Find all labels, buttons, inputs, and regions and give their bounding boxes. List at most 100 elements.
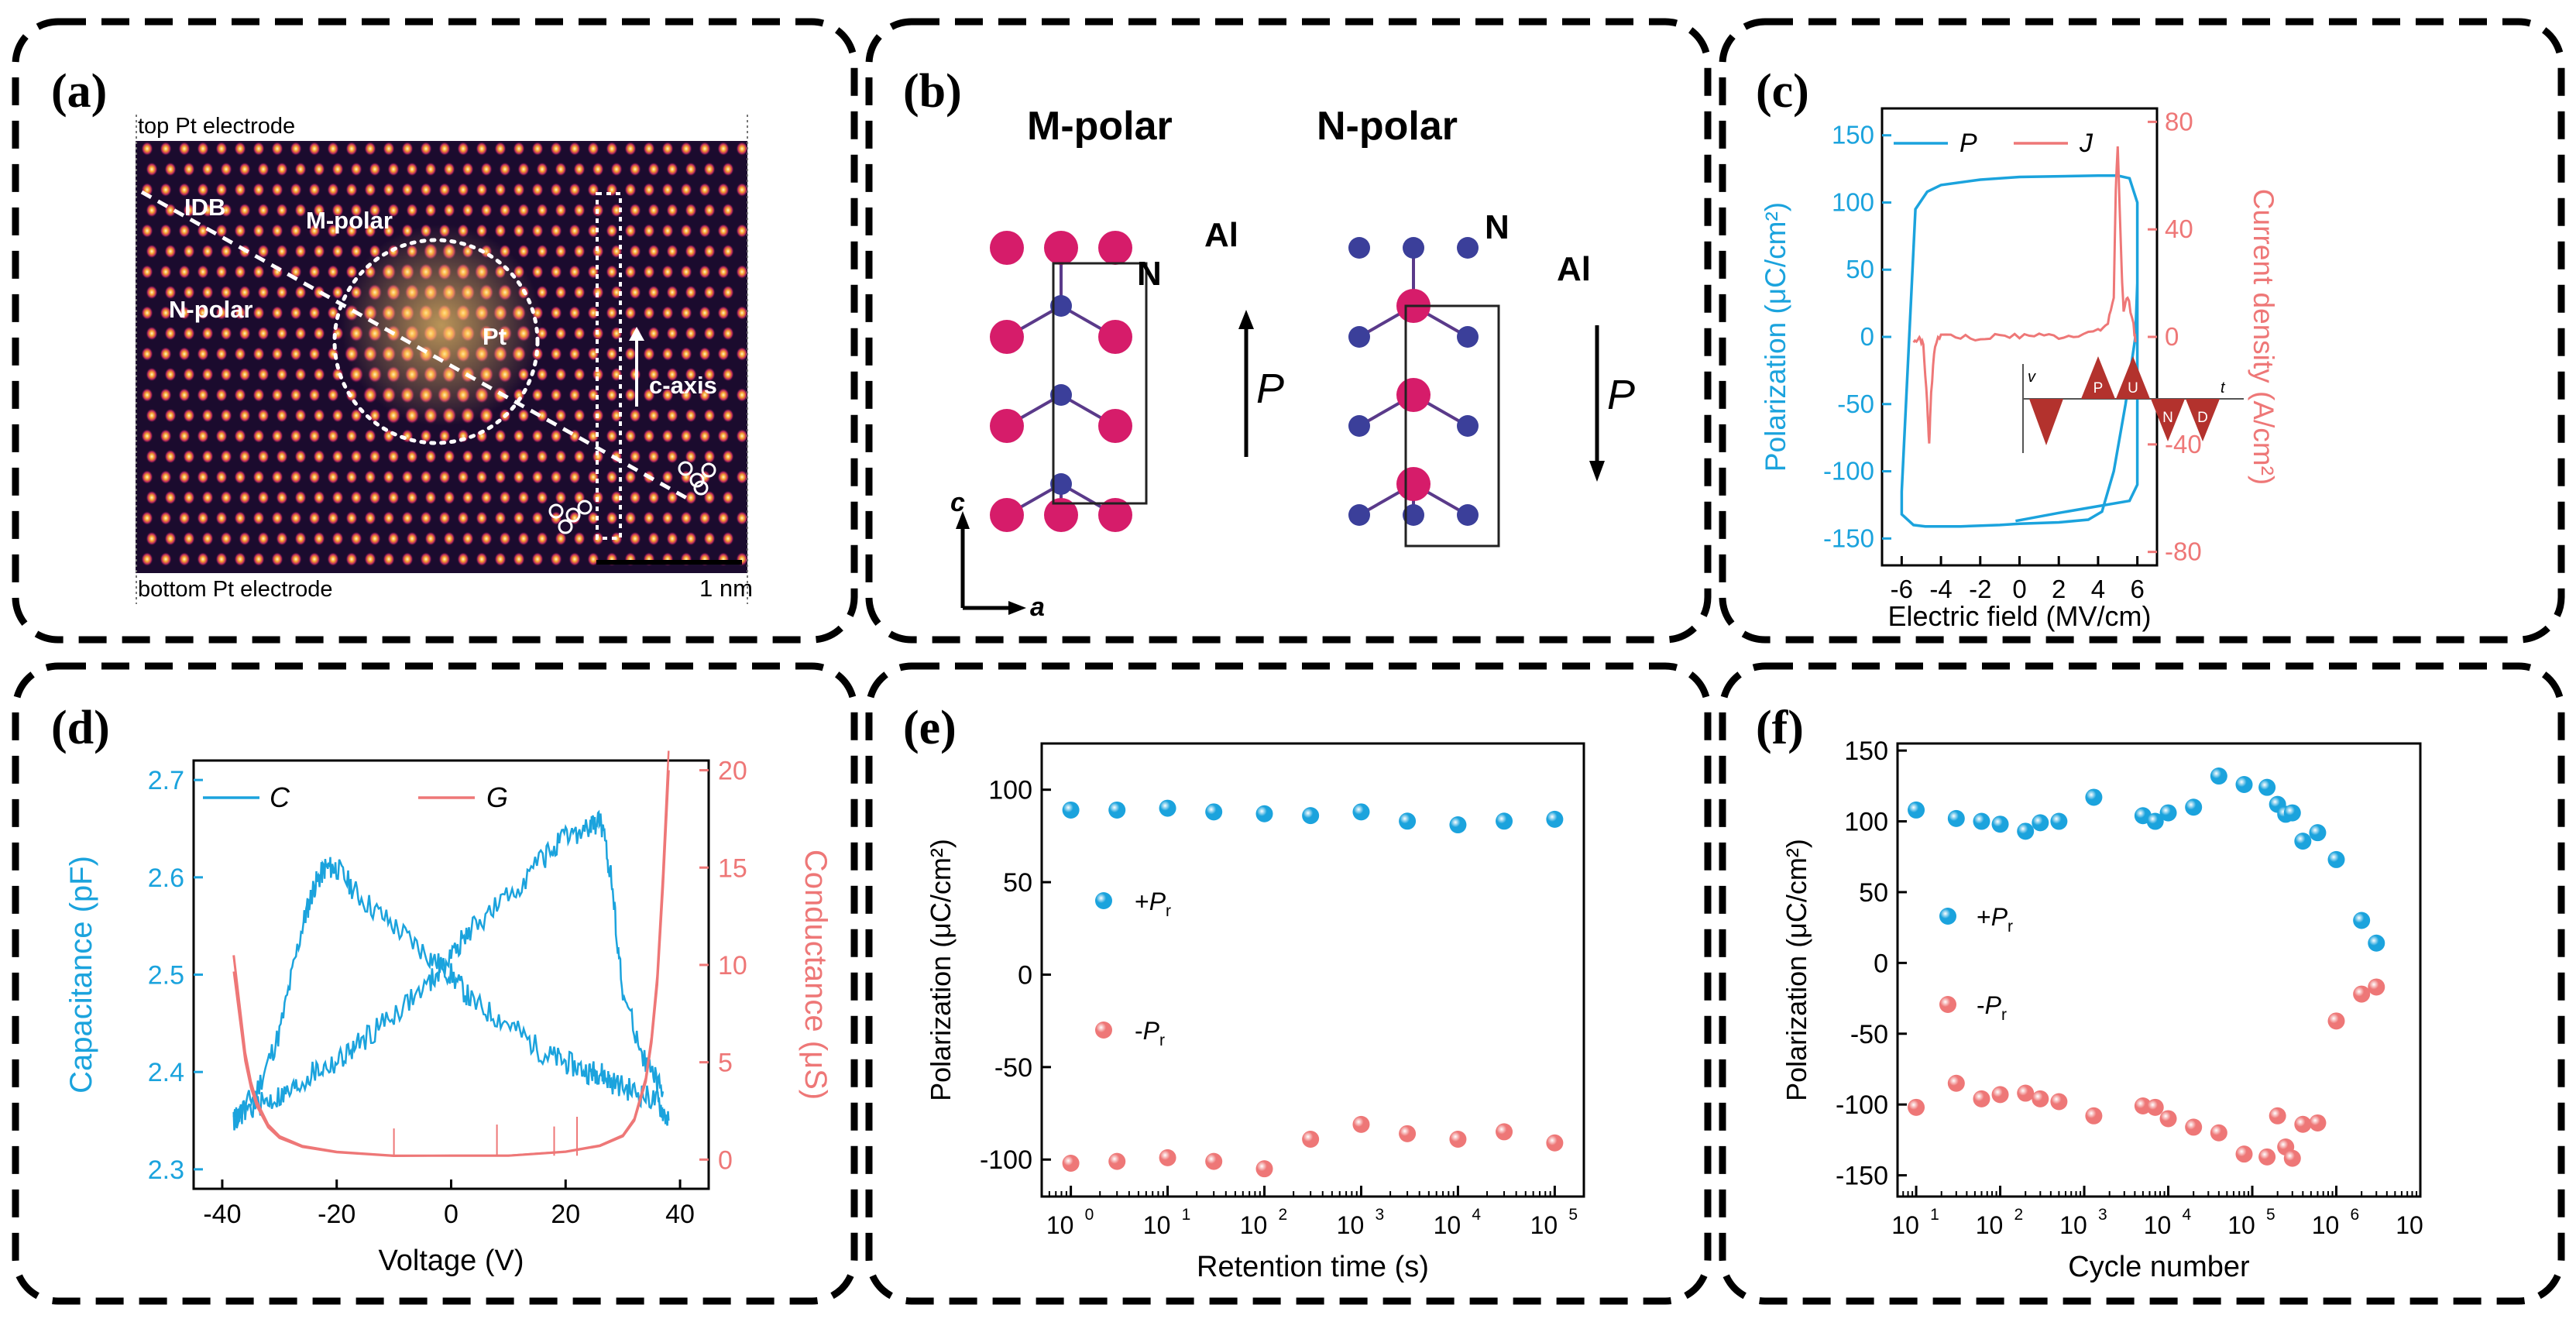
x-tick-label: 2 <box>2052 575 2066 603</box>
atom-column <box>234 552 246 566</box>
y2-tick-label: 0 <box>718 1145 733 1175</box>
pos-pr-point <box>2146 812 2164 830</box>
atom-column <box>276 449 288 464</box>
atom-column <box>499 449 511 464</box>
atom-column <box>610 490 623 505</box>
x-tick-exponent: 1 <box>1930 1206 1939 1224</box>
atom-column <box>647 367 660 382</box>
atom-column <box>555 244 567 259</box>
series-g-line <box>232 750 670 1157</box>
atom-column <box>197 224 209 238</box>
p-label-m: P <box>1256 366 1284 412</box>
x-tick-label: 6 <box>2130 575 2144 603</box>
inset-pulse-label: U <box>2128 380 2138 397</box>
atom-column <box>480 531 493 546</box>
n-atom <box>1050 295 1072 317</box>
inset-pulse-pre <box>2029 399 2063 445</box>
x-tick-label: 40 <box>665 1200 695 1229</box>
atom-column <box>290 183 302 197</box>
atom-column <box>146 244 158 259</box>
atom-column <box>480 162 493 177</box>
al-atom <box>1396 378 1431 412</box>
atom-column <box>215 224 228 238</box>
atom-column <box>592 367 604 382</box>
atom-column <box>647 162 660 177</box>
atom-column <box>294 162 307 177</box>
pos-pr-point <box>2050 812 2068 830</box>
x-tick-label: 10 <box>1530 1211 1558 1239</box>
y-tick-label: 0 <box>1018 960 1032 990</box>
atom-column <box>183 244 195 259</box>
atom-column <box>401 183 414 197</box>
x-tick-exponent: 2 <box>2014 1206 2024 1224</box>
atom-column <box>201 203 214 218</box>
atom-column <box>178 470 191 484</box>
atom-column <box>164 162 177 177</box>
atom-column <box>215 388 228 402</box>
y-tick-label: 150 <box>1832 121 1874 149</box>
atom-column <box>629 285 641 300</box>
atom-column <box>661 429 674 443</box>
atom-column <box>401 511 414 525</box>
atom-column <box>239 162 251 177</box>
atom-column <box>160 552 172 566</box>
neg-pr-point <box>2185 1118 2203 1136</box>
atom-column <box>308 306 321 320</box>
pos-pr-point <box>1947 809 1965 827</box>
y-tick-label: -100 <box>980 1145 1032 1175</box>
atom-column <box>666 490 678 505</box>
atom-column <box>164 367 177 382</box>
pos-pr-point <box>1255 805 1273 822</box>
atom-column <box>643 142 655 156</box>
atom-column <box>661 224 674 238</box>
atom-column <box>201 162 214 177</box>
atom-column <box>685 531 697 546</box>
y-tick-label: 0 <box>1860 322 1874 351</box>
atom-column <box>685 490 697 505</box>
atom-column <box>573 449 586 464</box>
y-tick-label: -50 <box>1837 390 1874 418</box>
atom-column <box>220 490 232 505</box>
atom-column <box>499 162 511 177</box>
atom-column <box>476 470 488 484</box>
x-tick-label: 10 <box>1046 1211 1074 1239</box>
atom-column <box>647 203 660 218</box>
atom-column <box>141 142 153 156</box>
al-atom <box>990 320 1024 354</box>
pos-pr-point <box>1546 810 1564 828</box>
legend-marker <box>1095 1022 1112 1039</box>
atom-column <box>252 429 265 443</box>
atom-column <box>424 531 437 546</box>
atom-column <box>178 306 191 320</box>
legend-g-label: G <box>486 781 508 813</box>
chart-e: 10 0 10 1 10 2 10 3 10 4 10 5-100-50050100Retention… <box>925 742 1585 1283</box>
inset-pulse-label: D <box>2197 410 2208 426</box>
atom-column <box>252 347 265 361</box>
atom-column <box>252 552 265 566</box>
atom-column <box>722 162 734 177</box>
chart-f: 10 1 10 2 10 3 10 4 10 5 10 6 10-150-100-50050100150… <box>1781 737 2423 1283</box>
x-tick-exponent: 5 <box>2266 1206 2275 1224</box>
neg-pr-point <box>1449 1130 1467 1148</box>
atom-column <box>383 552 395 566</box>
panel-e-label: (e) <box>903 702 957 754</box>
atom-column <box>513 552 525 566</box>
x-axis-label: Electric field (MV/cm) <box>1887 600 2151 632</box>
atom-column <box>271 511 283 525</box>
pos-pr-point <box>2283 804 2301 822</box>
neg-pr-point <box>2235 1145 2253 1163</box>
atom-column <box>201 408 214 423</box>
atom-column <box>661 388 674 402</box>
atom-column <box>141 552 153 566</box>
x-tick-label: 10 <box>1143 1211 1171 1239</box>
atom-column <box>369 449 381 464</box>
atom-column <box>703 367 716 382</box>
atom-column <box>420 183 432 197</box>
atom-column <box>252 142 265 156</box>
pos-pr-point <box>1205 803 1223 821</box>
atom-column <box>234 306 246 320</box>
atom-column <box>536 531 548 546</box>
atom-column <box>345 142 358 156</box>
pos-pr-point <box>1352 803 1370 821</box>
atom-column <box>183 326 195 341</box>
